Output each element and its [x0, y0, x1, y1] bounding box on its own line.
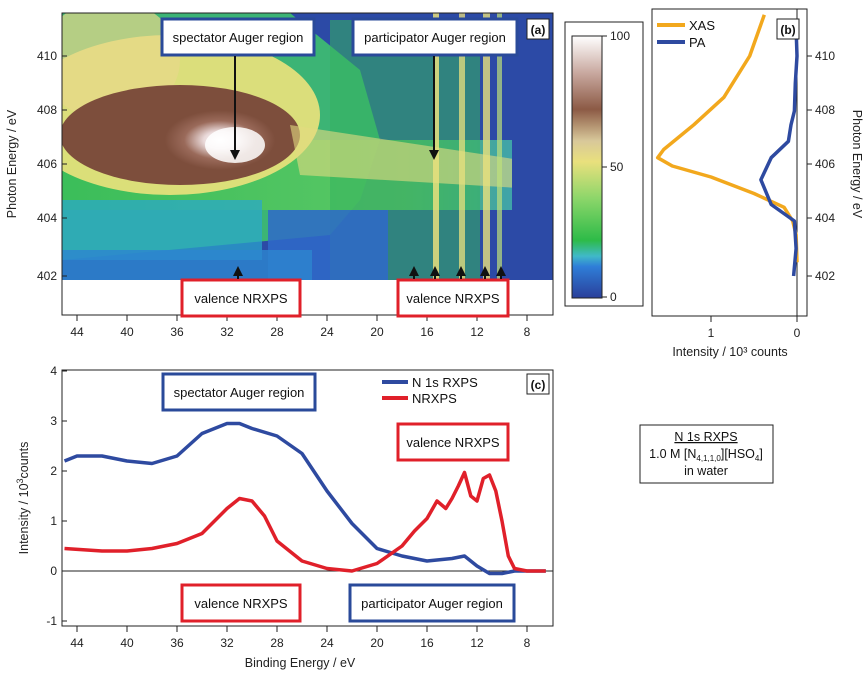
- panel-c-x-tick: 16: [420, 636, 434, 650]
- panel-a-participator-label: participator Auger region: [351, 17, 519, 57]
- panel-a-arrows: [230, 56, 506, 279]
- panel-c: 4 3 2 1 0 -1 Intensity / 103counts 44 40…: [15, 364, 554, 670]
- panel-c-participator-text: participator Auger region: [361, 596, 503, 611]
- panel-a: 410 408 406 404 402 Photon Energy / eV 4…: [5, 12, 554, 339]
- panel-b-y-tick: 406: [815, 157, 835, 171]
- panel-c-y-tick: 3: [50, 414, 57, 428]
- panel-c-y-tick: 4: [50, 364, 57, 378]
- panel-a-x-tick: 12: [470, 325, 484, 339]
- panel-c-spectator-label: spectator Auger region: [161, 372, 317, 412]
- heatmap-image: [62, 13, 553, 280]
- panel-c-x-axis-title: Binding Energy / eV: [245, 656, 356, 670]
- panel-b-series: [655, 14, 799, 277]
- colorbar-tick: 100: [610, 29, 630, 43]
- panel-a-y-tick: 402: [37, 269, 57, 283]
- panel-a-y-tick: 410: [37, 49, 57, 63]
- panel-c-y-tick: 1: [50, 514, 57, 528]
- panel-c-x-tick: 12: [470, 636, 484, 650]
- panel-c-letter: (c): [526, 373, 550, 395]
- panel-a-y-tick: 408: [37, 103, 57, 117]
- panel-a-y-tick: 406: [37, 157, 57, 171]
- panel-a-x-tick: 8: [524, 325, 531, 339]
- panel-c-valence-top-label: valence NRXPS: [396, 422, 510, 462]
- panel-c-letter-text: (c): [531, 378, 546, 392]
- panel-a-y-axis-title: Photon Energy / eV: [5, 109, 19, 218]
- panel-c-x-tick: 44: [70, 636, 84, 650]
- valence-left-text: valence NRXPS: [194, 291, 288, 306]
- panel-a-y-axis: 410 408 406 404 402 Photon Energy / eV: [5, 49, 67, 283]
- panel-b-letter-text: (b): [780, 23, 795, 37]
- panel-c-x-tick: 40: [120, 636, 134, 650]
- panel-c-x-tick: 8: [524, 636, 531, 650]
- panel-b-legend: XAS PA: [657, 18, 715, 50]
- panel-c-spectator-text: spectator Auger region: [174, 385, 305, 400]
- panel-a-x-tick: 36: [170, 325, 184, 339]
- legend-rxps: N 1s RXPS: [412, 375, 478, 390]
- panel-a-valence-right-label: valence NRXPS: [396, 278, 510, 318]
- info-title: N 1s RXPS: [674, 430, 737, 444]
- panel-b-x-tick: 0: [794, 326, 801, 340]
- series-line-pa: [759, 28, 799, 277]
- panel-c-y-tick: 2: [50, 464, 57, 478]
- panel-b-y-axis-title: Photon Energy / eV: [850, 110, 863, 219]
- valence-right-text: valence NRXPS: [406, 291, 500, 306]
- panel-a-x-tick: 24: [320, 325, 334, 339]
- panel-a-valence-left-label: valence NRXPS: [180, 278, 302, 318]
- panel-c-x-tick: 32: [220, 636, 234, 650]
- panel-a-y-tick: 404: [37, 211, 57, 225]
- spectator-label-text: spectator Auger region: [173, 30, 304, 45]
- panel-b-x-tick: 1: [708, 326, 715, 340]
- panel-c-valence-bottom-text: valence NRXPS: [194, 596, 288, 611]
- panel-a-letter: (a): [526, 18, 550, 40]
- panel-a-x-tick: 16: [420, 325, 434, 339]
- series-line-n-1s-rxps: [63, 421, 546, 576]
- panel-c-valence-top-text: valence NRXPS: [406, 435, 500, 450]
- panel-b-y-tick: 408: [815, 103, 835, 117]
- colorbar-tick: 0: [610, 290, 617, 304]
- panel-b-y-tick: 404: [815, 211, 835, 225]
- panel-a-x-tick: 20: [370, 325, 384, 339]
- panel-b-letter: (b): [776, 18, 800, 40]
- panel-c-x-tick: 28: [270, 636, 284, 650]
- panel-a-x-tick: 44: [70, 325, 84, 339]
- panel-a-x-axis: 44 40 36 32 28 24 20 16 12 8: [70, 315, 531, 339]
- panel-b-x-axis-title: Intensity / 10³ counts: [672, 345, 787, 359]
- colorbar-tick: 50: [610, 160, 624, 174]
- panel-c-valence-bottom-label: valence NRXPS: [180, 583, 302, 623]
- colorbar: 100 50 0: [564, 21, 644, 307]
- panel-a-x-tick: 40: [120, 325, 134, 339]
- panel-c-x-tick: 36: [170, 636, 184, 650]
- series-line-nrxps: [64, 470, 546, 573]
- panel-c-y-tick: 0: [50, 564, 57, 578]
- info-solvent: in water: [684, 464, 728, 478]
- panel-c-legend: N 1s RXPS NRXPS: [382, 375, 478, 406]
- info-box: N 1s RXPS 1.0 M [N4,1,1,0][HSO4] in wate…: [639, 424, 774, 484]
- legend-xas: XAS: [689, 18, 715, 33]
- participator-label-text: participator Auger region: [364, 30, 506, 45]
- legend-pa: PA: [689, 35, 706, 50]
- panel-a-x-tick: 28: [270, 325, 284, 339]
- panel-a-spectator-label: spectator Auger region: [160, 17, 316, 57]
- panel-c-x-tick: 24: [320, 636, 334, 650]
- info-compound: 1.0 M [N4,1,1,0][HSO4]: [649, 447, 763, 463]
- legend-nrxps: NRXPS: [412, 391, 457, 406]
- panel-c-series: [63, 421, 546, 576]
- panel-c-x-tick: 20: [370, 636, 384, 650]
- panel-c-y-axis-title: Intensity / 103counts: [15, 442, 31, 555]
- panel-b-y-tick: 410: [815, 49, 835, 63]
- panel-a-x-tick: 32: [220, 325, 234, 339]
- panel-c-y-tick: -1: [46, 614, 57, 628]
- colorbar-gradient: [571, 35, 603, 299]
- panel-b: XAS PA (b) 410 408 406 404 402 Photon En…: [651, 8, 863, 359]
- panel-a-letter-text: (a): [531, 23, 546, 37]
- panel-c-participator-label: participator Auger region: [348, 583, 516, 623]
- panel-b-y-tick: 402: [815, 269, 835, 283]
